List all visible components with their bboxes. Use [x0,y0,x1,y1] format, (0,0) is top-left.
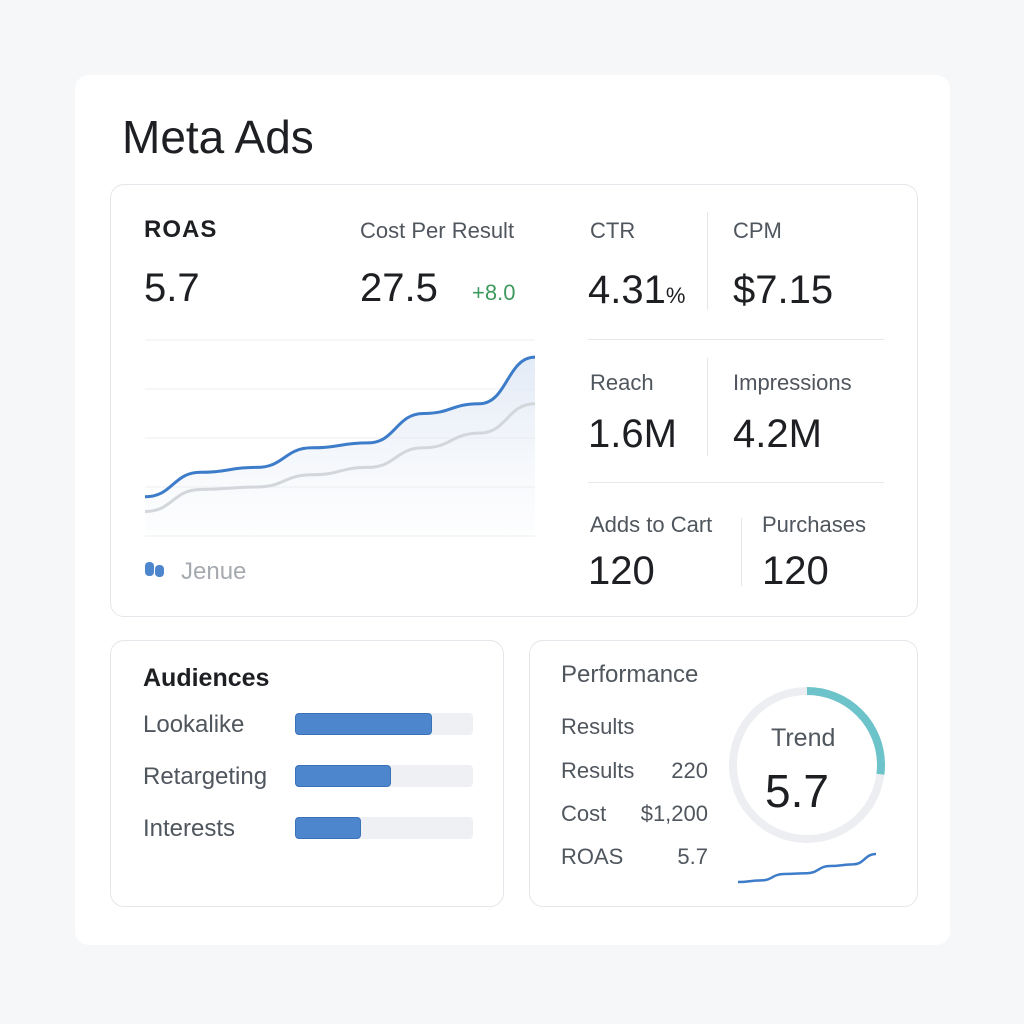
trend-gauge [729,687,885,843]
gauge-arc [729,687,885,843]
line-chart [144,339,536,537]
audience-label: Retargeting [143,763,268,790]
purchases-label: Purchases [762,512,866,537]
ctr-label: CTR [590,218,636,243]
perf-row-value: 220 [671,758,708,783]
performance-subtitle: Results [561,714,635,739]
legend-label: Jenue [181,558,247,585]
perf-row-label: ROAS [561,844,624,869]
sparkline [737,852,877,884]
divider [707,358,708,456]
divider [588,482,884,483]
audience-bar-fill [295,713,433,735]
audience-label: Interests [143,815,236,842]
divider [707,212,708,310]
impressions-label: Impressions [733,370,852,395]
reach-label: Reach [590,370,654,395]
audience-bar [295,765,473,787]
impressions-value: 4.2M [733,412,822,456]
cpr-label: Cost Per Result [360,218,515,243]
performance-card [529,640,918,907]
cpm-value: $7.15 [733,268,834,312]
perf-row-value: 5.7 [677,844,708,869]
divider [741,518,742,586]
reach-value: 1.6M [588,412,677,456]
perf-row-value: $1,200 [640,801,708,826]
audience-bar [295,713,473,735]
divider [588,339,884,340]
series-line-secondary [144,402,536,513]
legend-icon [145,562,165,578]
gauge-value: 5.7 [765,765,829,817]
page-title: Meta Ads [122,111,314,163]
perf-row-label: Results [561,758,635,783]
perf-row-label: Cost [561,801,607,826]
ctr-value: 4.31% [588,268,686,312]
cpr-value: 27.5 [360,266,438,310]
audience-bar-fill [295,817,361,839]
adds-value: 120 [588,549,655,593]
audience-label: Lookalike [143,711,245,738]
audience-bar [295,817,473,839]
sparkline-line [737,852,877,884]
gauge-label: Trend [771,724,836,752]
audiences-title: Audiences [143,664,270,692]
adds-label: Adds to Cart [590,512,713,537]
purchases-value: 120 [762,549,829,593]
cpr-delta: +8.0 [472,280,516,305]
audience-bar-fill [295,765,392,787]
cpm-label: CPM [733,218,782,243]
roas-value: 5.7 [144,266,200,310]
performance-title: Performance [561,661,699,688]
series-line-primary [144,355,536,499]
roas-label: ROAS [144,216,218,243]
